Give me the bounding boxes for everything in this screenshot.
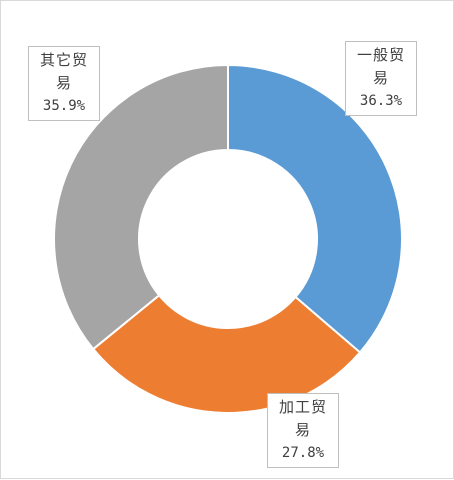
data-label-category: 加工贸 bbox=[278, 398, 327, 416]
data-label-other-trade: 其它贸 易 35.9% bbox=[28, 46, 100, 121]
data-label-processing-trade: 加工贸 易 27.8% bbox=[267, 393, 339, 468]
data-label-category-cont: 易 bbox=[294, 421, 311, 439]
data-label-percent: 36.3% bbox=[359, 93, 403, 109]
data-label-category: 其它贸 bbox=[39, 51, 88, 69]
data-label-category-cont: 易 bbox=[372, 69, 389, 87]
data-label-category: 一般贸 bbox=[356, 46, 405, 64]
data-label-category-cont: 易 bbox=[55, 74, 72, 92]
slice-other-trade bbox=[53, 63, 229, 351]
data-label-percent: 27.8% bbox=[281, 445, 325, 461]
data-label-general-trade: 一般贸 易 36.3% bbox=[345, 41, 417, 116]
data-label-percent: 35.9% bbox=[42, 98, 86, 114]
slice-general-trade bbox=[227, 63, 403, 354]
